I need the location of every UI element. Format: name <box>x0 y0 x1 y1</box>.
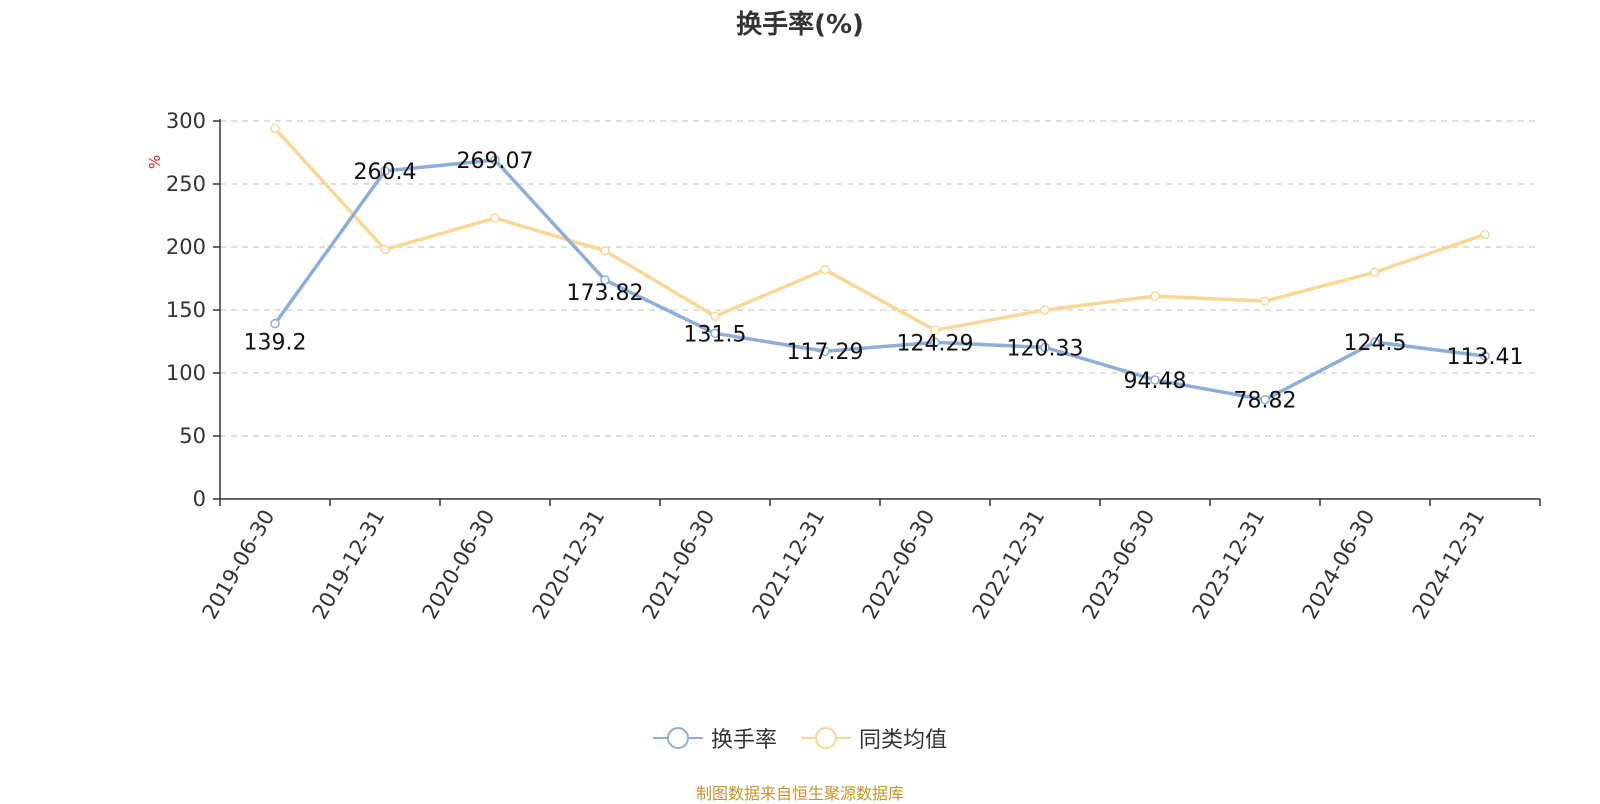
legend-label-turnover: 换手率 <box>710 728 777 753</box>
data-point-turnover <box>490 155 500 165</box>
y-tick-label: 100 <box>166 361 206 385</box>
data-label: 120.33 <box>1007 336 1084 361</box>
data-label: 173.82 <box>567 281 644 306</box>
x-tick-label: 2023-06-30 <box>1078 506 1160 624</box>
legend-marker-peer-average <box>801 727 851 749</box>
data-point-peer-average <box>600 246 610 256</box>
data-point-peer-average <box>380 244 390 255</box>
data-label: 94.48 <box>1124 369 1187 394</box>
grid-lines <box>220 120 1540 437</box>
data-label: 139.2 <box>244 331 307 356</box>
chart-title: 换手率(%) <box>736 10 864 40</box>
data-label: 124.29 <box>897 331 974 356</box>
data-point-turnover <box>270 318 280 329</box>
data-labels: 139.2 260.4 269.07 173.82 131.5 117.29 124.29 1… <box>244 149 1524 414</box>
data-point-turnover <box>1150 375 1160 385</box>
data-label: 113.41 <box>1447 345 1524 370</box>
series-line-turnover <box>273 158 1486 402</box>
data-point-peer-average <box>270 123 280 134</box>
data-point-turnover <box>1370 337 1380 347</box>
data-label: 269.07 <box>457 149 534 174</box>
x-tick-label: 2022-12-31 <box>968 506 1050 624</box>
series-line-peer-average <box>273 127 1486 332</box>
x-tick-label: 2024-12-31 <box>1408 506 1490 624</box>
x-tick-label: 2021-12-31 <box>748 506 830 624</box>
data-point-turnover <box>1260 394 1270 405</box>
y-tick-label: 200 <box>166 235 206 259</box>
x-tick-label: 2020-06-30 <box>418 506 500 624</box>
y-tick-label: 0 <box>193 487 206 511</box>
data-point-peer-average <box>1260 296 1270 306</box>
data-point-turnover <box>710 328 720 339</box>
y-axis-label: % <box>146 155 164 169</box>
data-point-turnover <box>1480 351 1490 361</box>
y-tick-label: 250 <box>166 172 206 196</box>
legend-marker-turnover <box>652 727 703 749</box>
data-point-peer-average <box>1150 291 1160 301</box>
x-tick-label: 2020-12-31 <box>528 506 610 624</box>
x-tick-label: 2021-06-30 <box>638 506 720 624</box>
series-lines <box>270 123 1490 405</box>
data-point-turnover <box>930 337 940 348</box>
x-tick-label: 2022-06-30 <box>858 506 940 624</box>
x-tick-label: 2023-12-31 <box>1188 506 1270 624</box>
legend-label-peer-average: 同类均值 <box>859 728 948 753</box>
data-point-turnover <box>820 346 830 356</box>
data-point-turnover <box>1040 342 1050 353</box>
data-point-peer-average <box>1040 305 1050 315</box>
data-point-turnover <box>380 166 390 176</box>
data-point-peer-average <box>1480 229 1490 240</box>
data-point-peer-average <box>930 325 940 335</box>
data-label: 260.4 <box>354 160 417 185</box>
data-point-peer-average <box>490 213 500 223</box>
y-tick-label: 50 <box>179 424 206 448</box>
legend-item-turnover[interactable]: 换手率 <box>652 722 777 754</box>
data-label: 131.5 <box>684 322 747 347</box>
x-tick-label: 2019-12-31 <box>308 506 390 624</box>
data-point-turnover <box>600 275 610 285</box>
data-point-peer-average <box>1370 267 1380 277</box>
data-point-peer-average <box>710 311 720 322</box>
x-tick-label: 2019-06-30 <box>198 506 280 624</box>
x-tick-label: 2024-06-30 <box>1298 506 1380 624</box>
legend: 换手率 同类均值 <box>0 722 1600 754</box>
data-label: 117.29 <box>787 340 864 365</box>
data-label: 78.82 <box>1234 389 1297 414</box>
data-point-peer-average <box>820 264 830 275</box>
source-note: 制图数据来自恒生聚源数据库 <box>695 784 904 803</box>
data-label: 124.5 <box>1344 331 1407 356</box>
y-tick-label: 150 <box>166 298 206 322</box>
y-tick-label: 300 <box>166 109 206 133</box>
legend-item-peer-average[interactable]: 同类均值 <box>801 722 947 754</box>
